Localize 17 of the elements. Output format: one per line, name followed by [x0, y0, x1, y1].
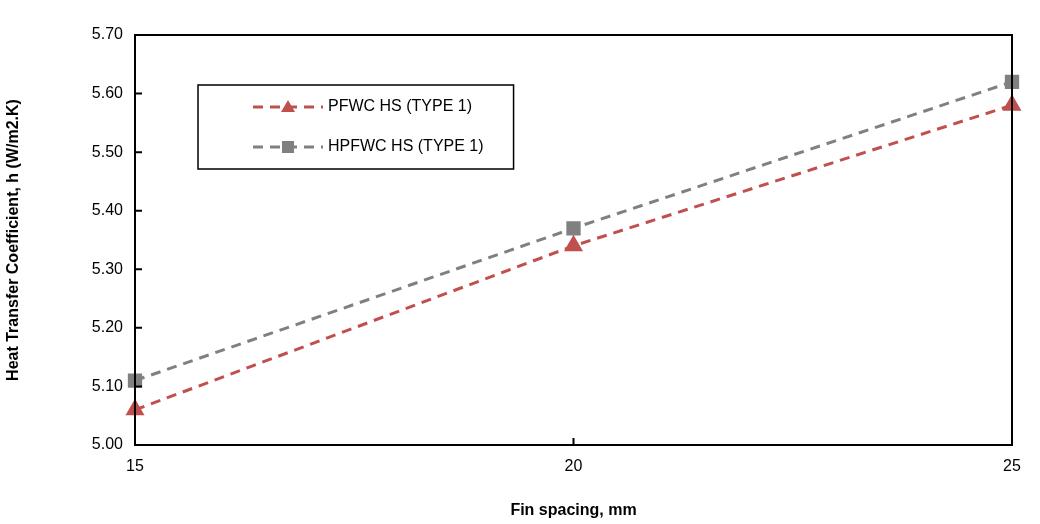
legend-label: PFWC HS (TYPE 1) [328, 97, 473, 115]
y-tick-label: 5.50 [91, 142, 124, 160]
y-tick-label: 5.60 [91, 83, 124, 101]
x-axis-title: Fin spacing, mm [510, 500, 637, 518]
y-tick-label: 5.40 [91, 201, 124, 219]
y-tick-label: 5.00 [91, 435, 124, 453]
x-tick-label: 20 [564, 457, 583, 475]
y-tick-label: 5.10 [91, 376, 124, 394]
point [565, 236, 582, 252]
y-axis-title: Heat Transfer Coefficient, h (W/m2.K) [4, 99, 22, 381]
x-tick-label: 15 [126, 457, 144, 475]
point [566, 221, 581, 236]
y-tick-label: 5.70 [91, 25, 124, 43]
y-tick-label: 5.20 [91, 318, 124, 336]
y-tick-label: 5.30 [91, 259, 124, 277]
x-tick-label: 25 [1003, 457, 1021, 475]
legend-label: HPFWC HS (TYPE 1) [328, 137, 484, 155]
